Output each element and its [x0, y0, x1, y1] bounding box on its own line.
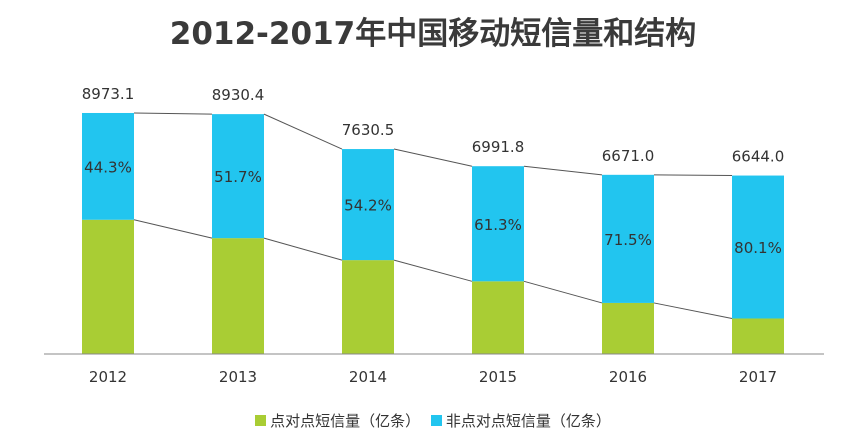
x-tick-label: 2014 [349, 368, 387, 386]
total-trend-line [133, 112, 213, 115]
x-tick-label: 2015 [479, 368, 517, 386]
total-label: 6644.0 [732, 148, 785, 166]
bar-p2p [342, 260, 394, 354]
total-label: 6991.8 [472, 138, 525, 156]
pct-label: 44.3% [84, 158, 132, 176]
pct-label: 54.2% [344, 197, 392, 215]
legend-item-non-p2p: 非点对点短信量（亿条） [430, 410, 611, 431]
bar-non-p2p [212, 114, 264, 239]
p2p-trend-line [393, 259, 473, 282]
legend-swatch [430, 415, 442, 426]
p2p-trend-line [263, 237, 343, 261]
bar-non-p2p [602, 174, 654, 303]
bar-non-p2p [732, 175, 784, 319]
bar-p2p [212, 238, 264, 354]
bar-non-p2p [82, 112, 134, 220]
bar-p2p [732, 318, 784, 354]
bar-p2p [472, 281, 524, 354]
x-tick-label: 2017 [739, 368, 777, 386]
total-trend-line [523, 165, 603, 176]
x-tick-label: 2012 [89, 368, 127, 386]
p2p-trend-line [133, 219, 213, 239]
legend-swatch [255, 415, 267, 426]
bar-non-p2p [472, 166, 524, 282]
pct-label: 80.1% [734, 239, 782, 257]
legend-label: 非点对点短信量（亿条） [445, 412, 611, 430]
total-trend-line [263, 113, 343, 150]
total-trend-line [393, 148, 473, 167]
pct-label: 51.7% [214, 168, 262, 186]
chart-title: 2012-2017年中国移动短信量和结构 [169, 16, 697, 52]
bar-p2p [82, 219, 134, 354]
pct-label: 61.3% [474, 216, 522, 234]
total-label: 8973.1 [82, 85, 135, 103]
x-tick-label: 2013 [219, 368, 257, 386]
bar-non-p2p [342, 149, 394, 261]
x-tick-label: 2016 [609, 368, 647, 386]
pct-label: 71.5% [604, 231, 652, 249]
total-trend-line [653, 174, 733, 177]
bar-p2p [602, 302, 654, 354]
total-label: 6671.0 [602, 147, 655, 165]
legend-label: 点对点短信量（亿条） [270, 412, 421, 430]
p2p-trend-line [523, 280, 603, 304]
total-label: 8930.4 [212, 86, 265, 104]
legend-item-p2p: 点对点短信量（亿条） [255, 410, 420, 431]
p2p-trend-line [653, 302, 733, 319]
total-label: 7630.5 [342, 121, 395, 139]
legend: 点对点短信量（亿条） 非点对点短信量（亿条） [0, 410, 866, 431]
